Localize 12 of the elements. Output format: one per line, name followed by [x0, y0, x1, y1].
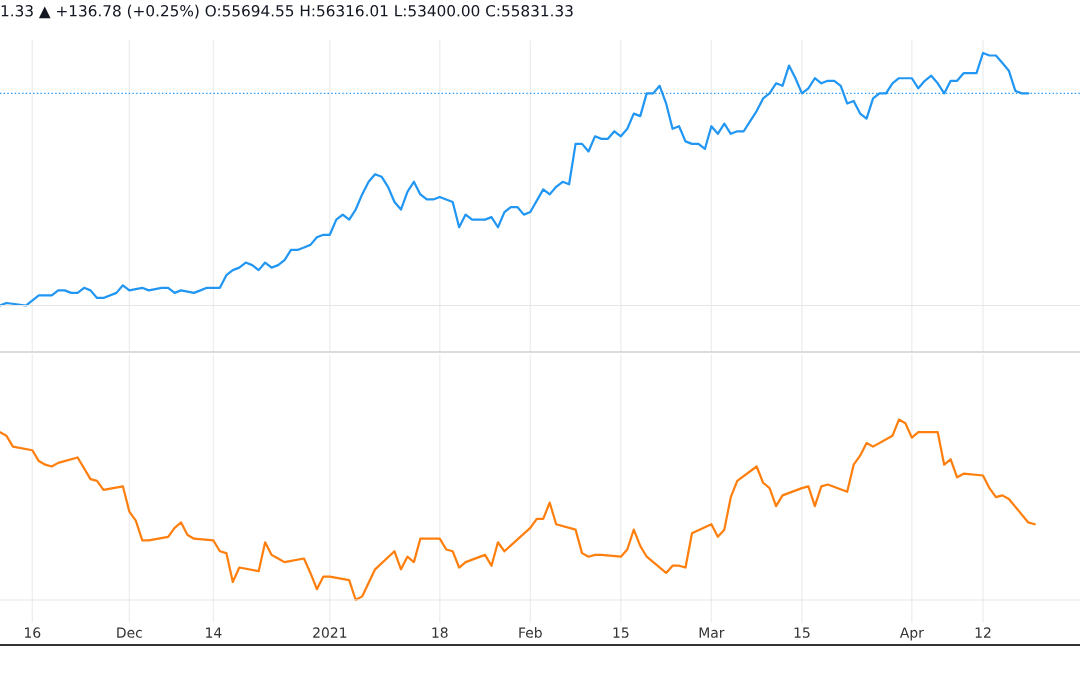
- x-tick-label: 18: [432, 627, 448, 638]
- x-tick-label: Dec: [117, 627, 142, 638]
- x-tick-label: 12: [975, 627, 991, 638]
- x-tick-label: Apr: [899, 627, 924, 641]
- x-tick-label: 15: [613, 627, 629, 638]
- x-tick-label: 15: [794, 627, 810, 638]
- x-tick-label: 14: [206, 627, 222, 638]
- x-tick-label: Feb: [519, 627, 542, 638]
- x-tick-label: 16: [25, 627, 41, 638]
- x-tick-label: Mar: [699, 627, 725, 638]
- x-tick-label: 2021: [313, 627, 347, 638]
- chart-title: 1.33 ▲ +136.78 (+0.25%) O:55694.55 H:56316.01 L:53400.00 C:55831.33: [1, 4, 573, 19]
